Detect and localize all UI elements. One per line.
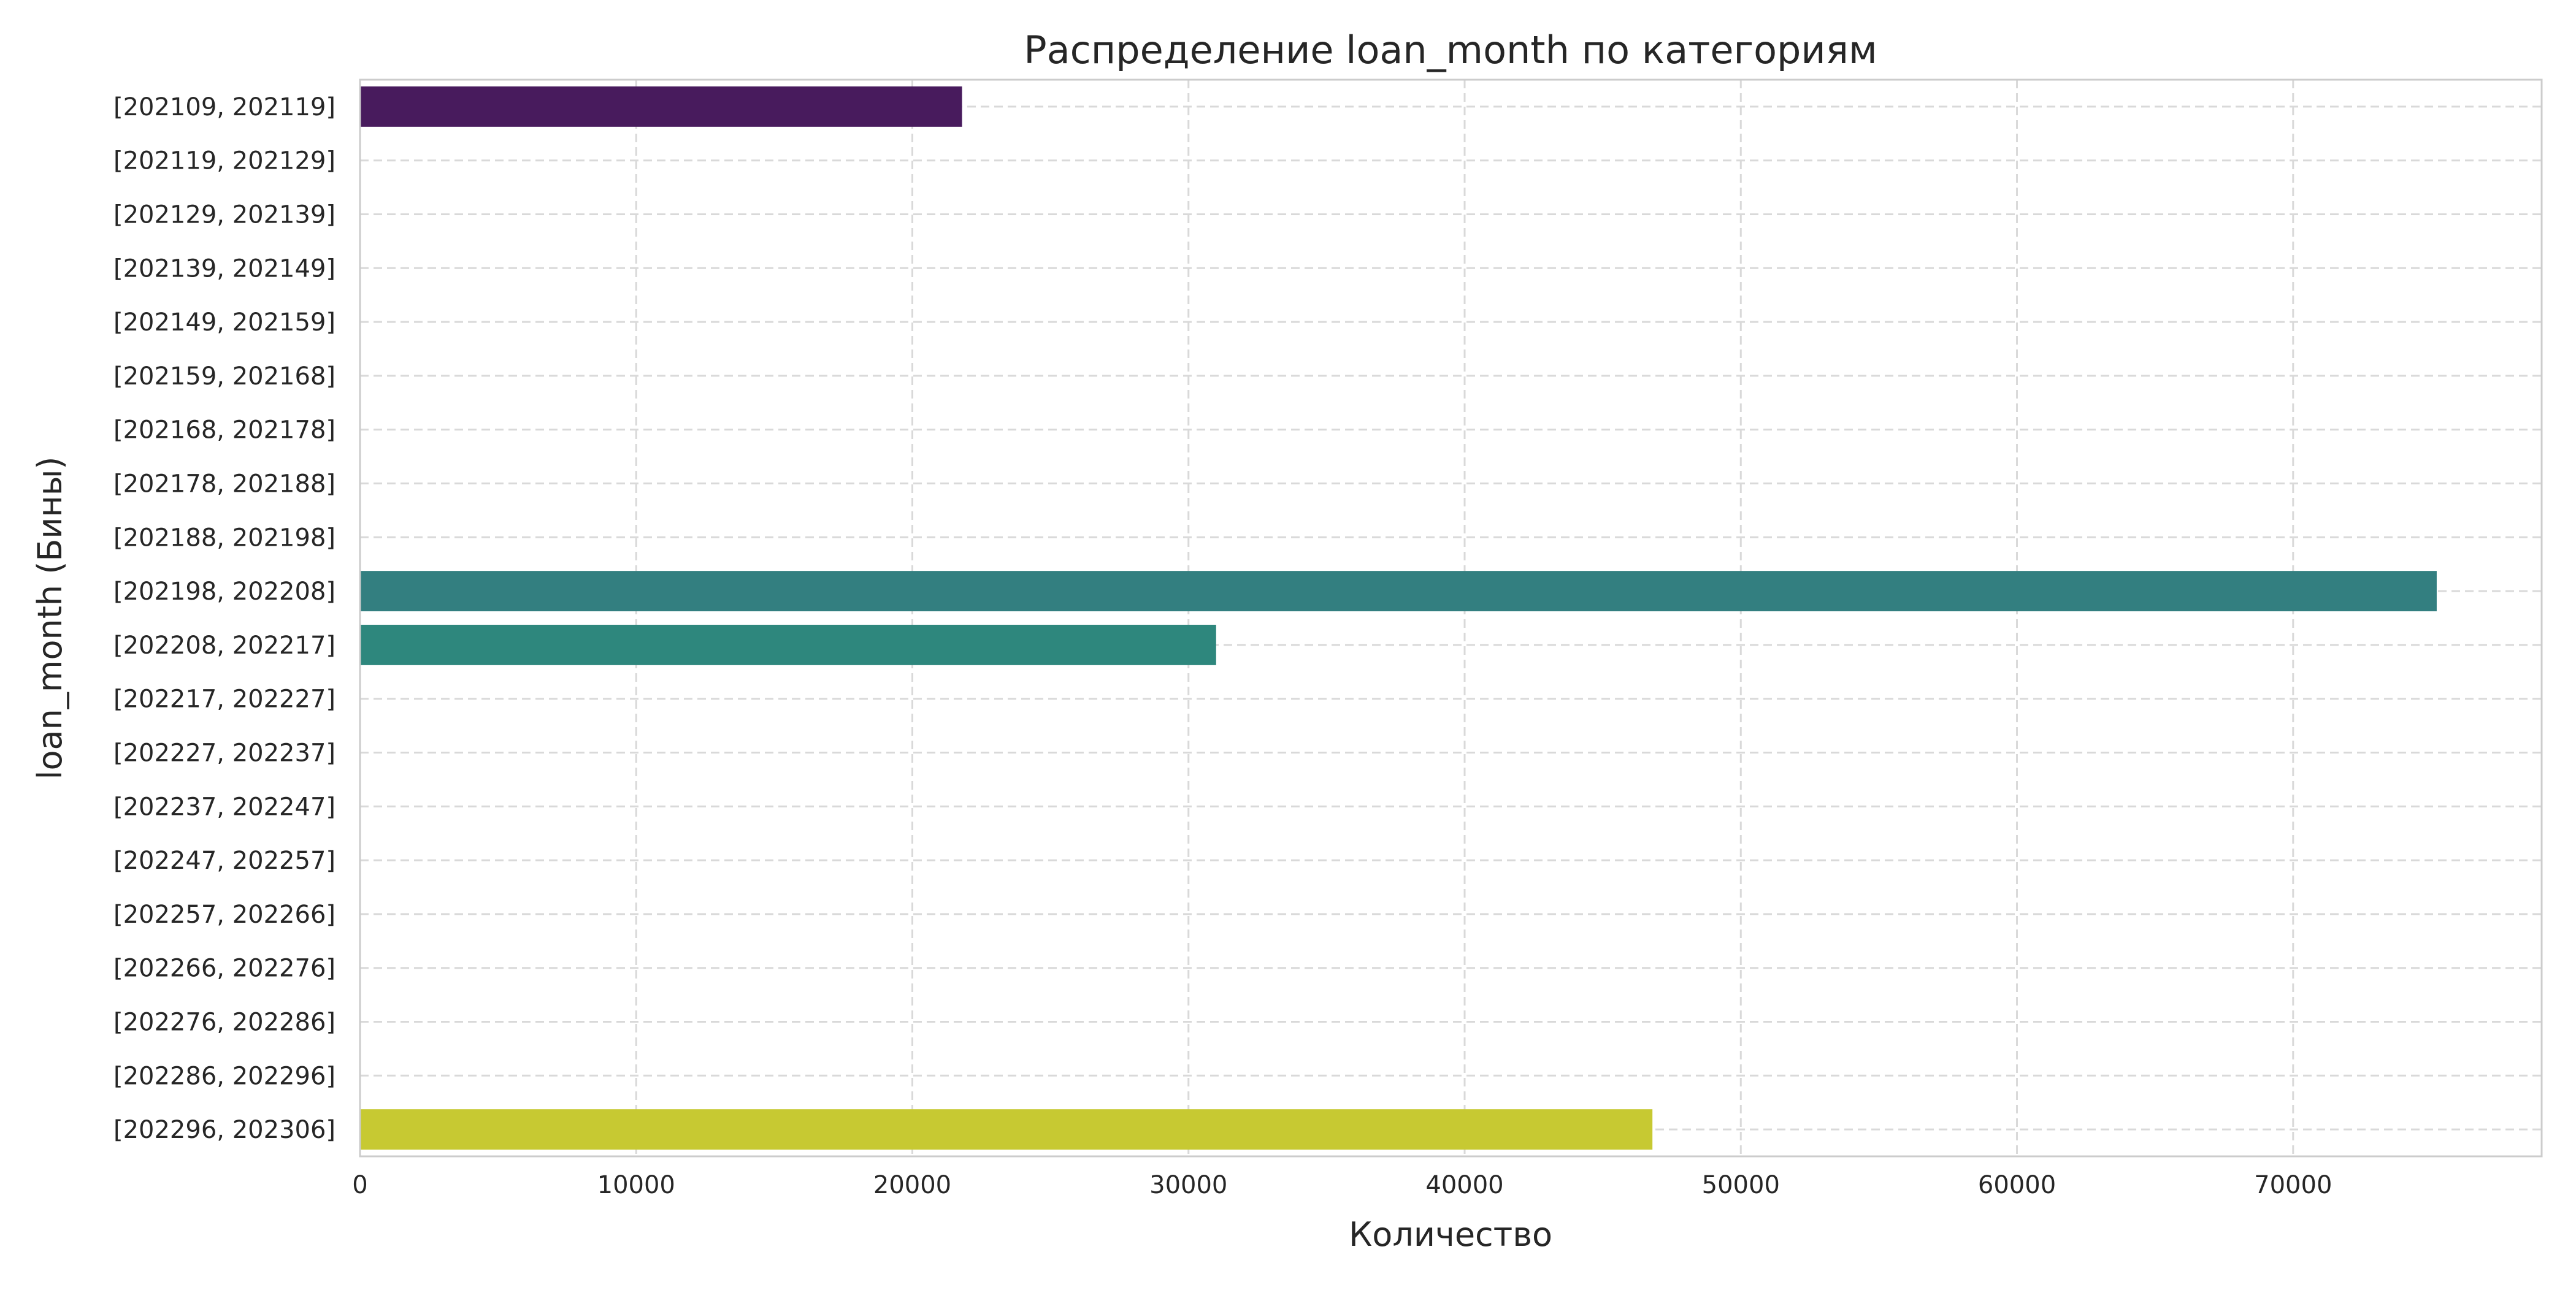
bar (360, 624, 1216, 665)
x-tick-labels: 0 10000 20000 30000 40000 50000 60000 70000 (352, 1171, 2332, 1199)
y-tick-label: [202149, 202159] (113, 308, 335, 337)
y-tick-label: [202188, 202198] (113, 524, 335, 552)
y-tick-label: [202276, 202286] (113, 1009, 335, 1037)
bar (360, 571, 2437, 612)
x-tick-label: 70000 (2254, 1171, 2332, 1199)
y-tick-label: [202247, 202257] (113, 847, 335, 875)
x-tick-label: 60000 (1978, 1171, 2056, 1199)
x-tick-label: 0 (352, 1171, 367, 1199)
y-tick-label: [202139, 202149] (113, 254, 335, 283)
bar (360, 86, 962, 127)
plot-frame (359, 78, 2543, 1158)
y-tick-label: [202109, 202119] (113, 93, 335, 121)
y-axis-title: loan_month (Бины) (31, 456, 69, 779)
y-tick-label: [202198, 202208] (113, 578, 335, 606)
x-tick-label: 10000 (597, 1171, 675, 1199)
y-tick-label: [202217, 202227] (113, 685, 335, 714)
y-tick-label: [202286, 202296] (113, 1062, 335, 1090)
y-tick-label: [202168, 202178] (113, 416, 335, 445)
y-tick-label: [202296, 202306] (113, 1116, 335, 1144)
y-tick-label: [202119, 202129] (113, 147, 335, 175)
x-tick-label: 30000 (1149, 1171, 1227, 1199)
y-tick-label: [202237, 202247] (113, 793, 335, 821)
x-tick-label: 40000 (1425, 1171, 1503, 1199)
bar-layer (360, 86, 2437, 1150)
y-tick-label: [202129, 202139] (113, 201, 335, 229)
x-tick-label: 50000 (1702, 1171, 1780, 1199)
y-tick-label: [202257, 202266] (113, 901, 335, 929)
bar (360, 1109, 1653, 1150)
y-tick-label: [202208, 202217] (113, 632, 335, 660)
y-tick-label: [202266, 202276] (113, 955, 335, 983)
chart-title: Распределение loan_month по категориям (1024, 28, 1877, 72)
y-tick-labels: [202109, 202119] [202119, 202129] [202129,… (113, 93, 335, 1144)
x-axis-title: Количество (1349, 1215, 1552, 1254)
y-tick-label: [202159, 202168] (113, 362, 335, 391)
x-tick-label: 20000 (873, 1171, 951, 1199)
y-tick-label: [202178, 202188] (113, 470, 335, 498)
grid-layer (360, 80, 2542, 1156)
y-tick-label: [202227, 202237] (113, 739, 335, 768)
